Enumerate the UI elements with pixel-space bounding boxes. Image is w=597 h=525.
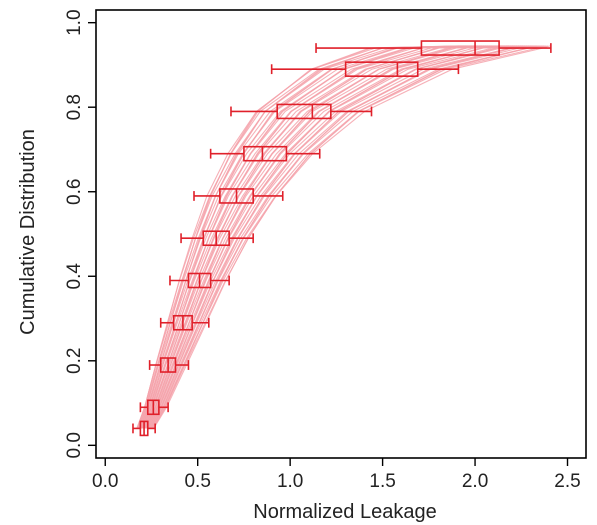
box-plot	[270, 61, 460, 77]
box-plot	[180, 230, 254, 247]
x-axis: 0.0 0.5 1.0 1.5 2.0 2.5	[92, 458, 581, 492]
box-plot	[209, 145, 321, 162]
cdf-curve	[137, 45, 472, 429]
cdf-curve	[136, 45, 462, 429]
x-tick-label: 1.0	[277, 471, 303, 492]
cdf-curve	[138, 45, 470, 429]
y-axis: 0.0 0.2 0.4 0.6 0.8 1.0	[64, 9, 96, 459]
cdf-curve	[136, 45, 466, 429]
x-tick-label: 0.5	[184, 471, 210, 492]
cdf-curve	[146, 45, 515, 429]
box-plot	[169, 272, 230, 289]
cdf-curve	[136, 45, 464, 429]
iqr-box	[420, 40, 500, 56]
cdf-curve	[139, 45, 483, 429]
cdf-curve	[151, 45, 542, 429]
cdf-curves	[136, 45, 550, 429]
y-tick-label: 0.0	[64, 432, 85, 458]
cdf-curve	[149, 45, 534, 429]
cdf-curve	[153, 45, 550, 429]
box-plot	[148, 357, 190, 373]
x-tick-label: 0.0	[92, 471, 118, 492]
plot-frame	[95, 9, 587, 459]
cdf-curve	[152, 45, 546, 429]
x-tick-label: 1.5	[369, 471, 395, 492]
x-tick-label: 2.5	[554, 471, 580, 492]
box-plot	[193, 188, 284, 204]
box-plot	[132, 420, 156, 437]
cdf-curve	[149, 45, 532, 429]
cdf-curve	[139, 45, 476, 429]
y-axis-label: Cumulative Distribution	[17, 129, 39, 335]
box-plot	[159, 314, 210, 331]
y-tick-label: 0.4	[64, 263, 85, 290]
iqr-box	[243, 145, 288, 162]
cdf-curve	[138, 45, 474, 429]
cdf-curve	[142, 45, 493, 429]
y-tick-label: 0.2	[64, 348, 85, 374]
box-plot	[315, 40, 552, 56]
box-plots	[132, 40, 552, 437]
x-axis-label: Normalized Leakage	[253, 501, 436, 523]
x-tick-label: 2.0	[462, 471, 488, 492]
y-tick-label: 0.8	[64, 94, 85, 120]
box-plot	[139, 399, 169, 416]
y-tick-label: 1.0	[64, 9, 85, 35]
box-plot	[230, 103, 373, 120]
y-tick-label: 0.6	[64, 179, 85, 205]
cdf-curve	[141, 45, 491, 429]
iqr-box	[344, 61, 419, 77]
iqr-box	[276, 103, 332, 120]
